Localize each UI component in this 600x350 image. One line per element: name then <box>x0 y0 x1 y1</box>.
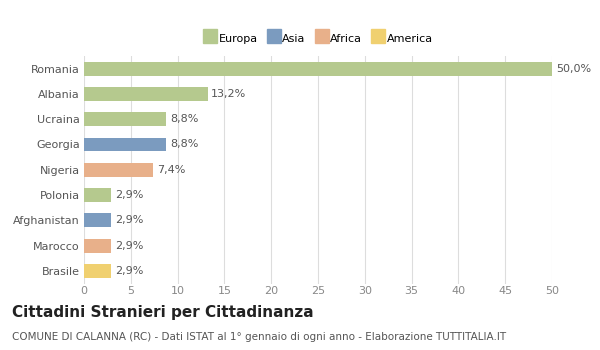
Text: 50,0%: 50,0% <box>556 64 591 74</box>
Bar <box>84 87 208 101</box>
Bar <box>84 264 111 278</box>
Text: 2,9%: 2,9% <box>115 215 143 225</box>
Bar <box>84 112 166 126</box>
Text: 8,8%: 8,8% <box>170 114 199 124</box>
Bar <box>84 163 153 177</box>
Text: 2,9%: 2,9% <box>115 190 143 200</box>
Bar <box>84 62 552 76</box>
Bar <box>84 239 111 253</box>
Text: Cittadini Stranieri per Cittadinanza: Cittadini Stranieri per Cittadinanza <box>12 304 314 320</box>
Text: 2,9%: 2,9% <box>115 240 143 251</box>
Bar <box>84 188 111 202</box>
Text: COMUNE DI CALANNA (RC) - Dati ISTAT al 1° gennaio di ogni anno - Elaborazione TU: COMUNE DI CALANNA (RC) - Dati ISTAT al 1… <box>12 332 506 343</box>
Text: 7,4%: 7,4% <box>157 165 185 175</box>
Bar <box>84 138 166 152</box>
Bar <box>84 214 111 227</box>
Text: 2,9%: 2,9% <box>115 266 143 276</box>
Text: 8,8%: 8,8% <box>170 139 199 149</box>
Text: 13,2%: 13,2% <box>211 89 247 99</box>
Legend: Europa, Asia, Africa, America: Europa, Asia, Africa, America <box>201 31 435 46</box>
